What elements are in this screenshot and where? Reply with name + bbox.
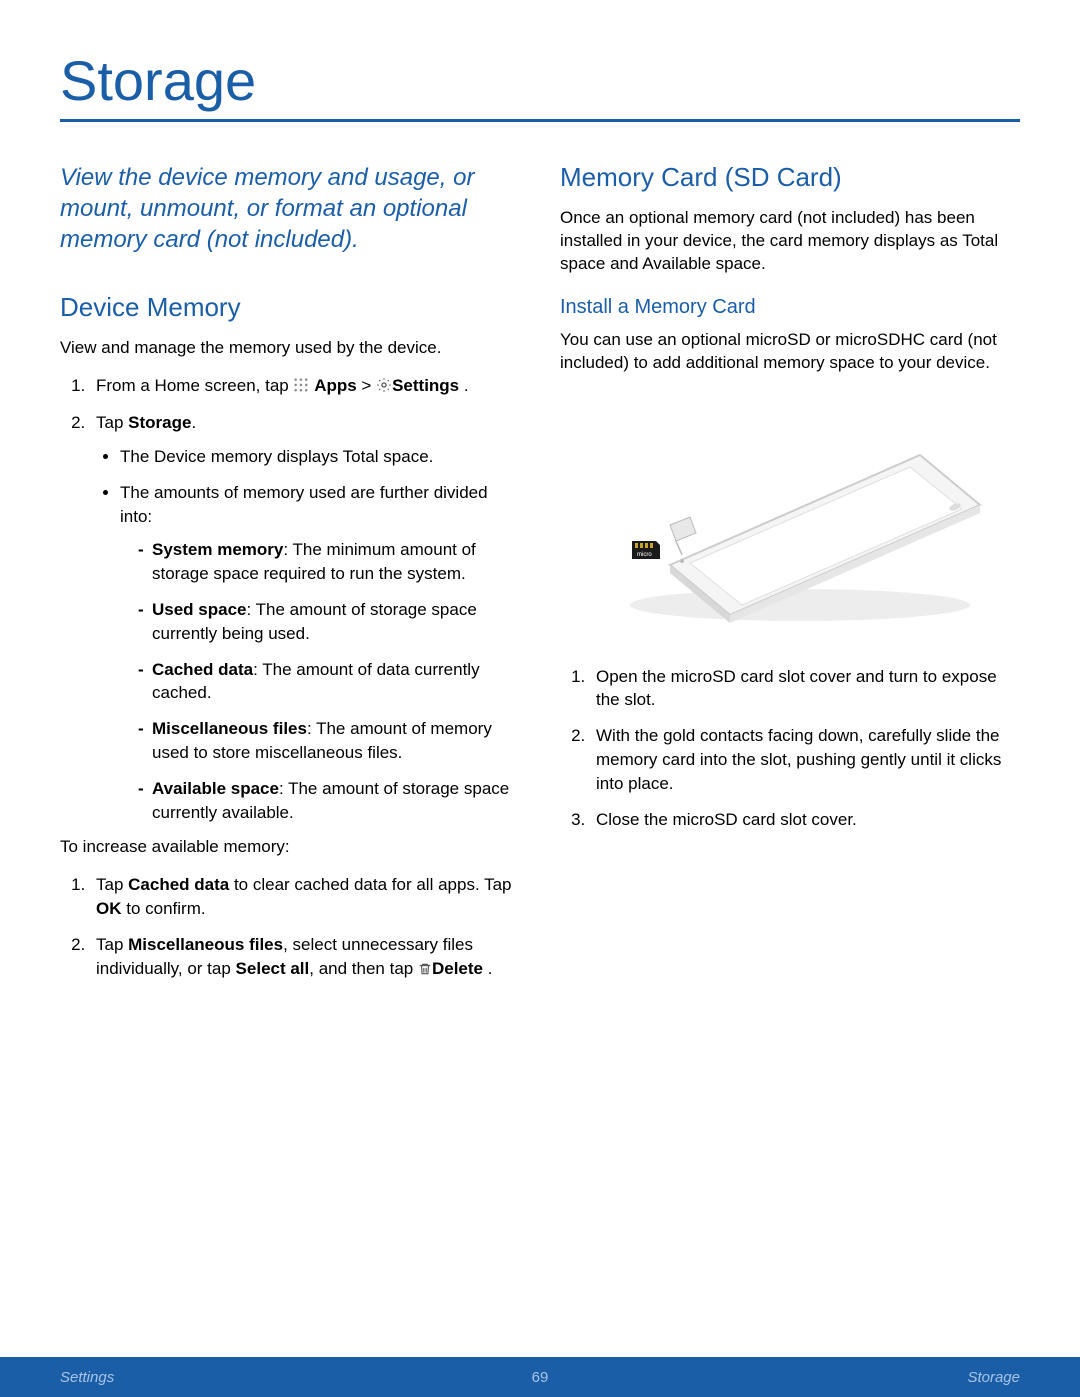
text: to confirm. (122, 899, 206, 918)
list-item: Used space: The amount of storage space … (138, 598, 520, 646)
footer-left: Settings (60, 1369, 114, 1386)
device-memory-heading: Device Memory (60, 292, 520, 323)
list-item: Close the microSD card slot cover. (590, 808, 1020, 832)
text: . (459, 376, 468, 395)
text: Tap (96, 875, 128, 894)
footer-right: Storage (967, 1369, 1020, 1386)
text: Tap (96, 413, 128, 432)
bullet-list: The Device memory displays Total space. … (96, 445, 520, 824)
text: Tap (96, 935, 128, 954)
text: From a Home screen, tap (96, 376, 293, 395)
text: to clear cached data for all apps. Tap (229, 875, 511, 894)
text-bold: Cached data (128, 875, 229, 894)
list-item: The amounts of memory used are further d… (120, 481, 520, 825)
apps-grid-icon (293, 377, 309, 393)
list-item: Open the microSD card slot cover and tur… (590, 665, 1020, 713)
text: . (483, 959, 492, 978)
text-bold: Apps (314, 376, 357, 395)
device-memory-lead: View and manage the memory used by the d… (60, 337, 520, 360)
list-item: System memory: The minimum amount of sto… (138, 538, 520, 586)
list-item: Tap Storage. The Device memory displays … (90, 411, 520, 824)
text-bold: Settings (392, 376, 459, 395)
footer-page-number: 69 (532, 1369, 549, 1386)
list-item: The Device memory displays Total space. (120, 445, 520, 469)
list-item: Tap Cached data to clear cached data for… (90, 873, 520, 921)
text: . (191, 413, 196, 432)
install-card-heading: Install a Memory Card (560, 296, 1020, 319)
list-item: With the gold contacts facing down, care… (590, 724, 1020, 795)
list-item: Tap Miscellaneous files, select unnecess… (90, 933, 520, 983)
gear-icon (376, 376, 392, 400)
text: , and then tap (309, 959, 418, 978)
memory-card-lead: Once an optional memory card (not includ… (560, 207, 1020, 276)
tablet-illustration: micro (560, 405, 1020, 635)
increase-memory-lead: To increase available memory: (60, 836, 520, 859)
increase-memory-steps: Tap Cached data to clear cached data for… (60, 873, 520, 982)
tablet-svg-icon: micro (590, 405, 990, 635)
text-bold: Delete (432, 959, 483, 978)
left-column: View the device memory and usage, or mou… (60, 162, 520, 995)
text-bold: System memory (152, 540, 283, 559)
install-card-text: You can use an optional microSD or micro… (560, 329, 1020, 375)
text-bold: Miscellaneous files (152, 719, 307, 738)
text: > (357, 376, 376, 395)
install-steps: Open the microSD card slot cover and tur… (560, 665, 1020, 832)
list-item: From a Home screen, tap Apps > Settings … (90, 374, 520, 400)
text-bold: Used space (152, 600, 247, 619)
list-item: Cached data: The amount of data currentl… (138, 658, 520, 706)
text-bold: OK (96, 899, 122, 918)
text-bold: Miscellaneous files (128, 935, 283, 954)
intro-text: View the device memory and usage, or mou… (60, 162, 520, 256)
device-memory-steps: From a Home screen, tap Apps > Settings … (60, 374, 520, 825)
text-bold: Available space (152, 779, 279, 798)
text-bold: Select all (236, 959, 310, 978)
text-bold: Storage (128, 413, 191, 432)
page-title: Storage (60, 48, 1020, 122)
trash-icon (418, 959, 432, 983)
text-bold: Cached data (152, 660, 253, 679)
dash-list: System memory: The minimum amount of sto… (120, 538, 520, 824)
list-item: Miscellaneous files: The amount of memor… (138, 717, 520, 765)
memory-card-heading: Memory Card (SD Card) (560, 162, 1020, 193)
svg-text:micro: micro (637, 552, 652, 558)
page-footer: Settings 69 Storage (0, 1357, 1080, 1397)
text: The amounts of memory used are further d… (120, 483, 488, 526)
content-columns: View the device memory and usage, or mou… (60, 162, 1020, 995)
right-column: Memory Card (SD Card) Once an optional m… (560, 162, 1020, 995)
list-item: Available space: The amount of storage s… (138, 777, 520, 825)
